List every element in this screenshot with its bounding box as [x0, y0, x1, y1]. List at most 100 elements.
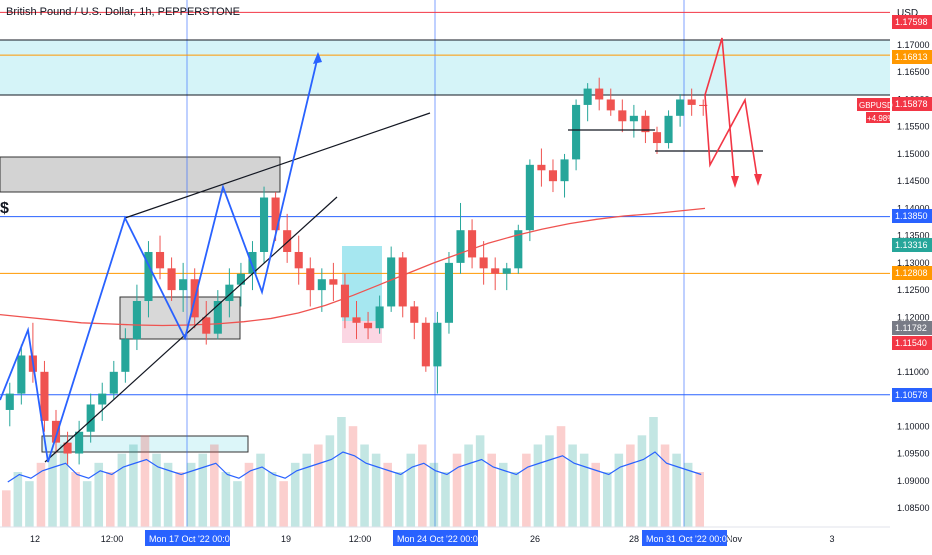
x-tick-label: 26: [530, 534, 540, 544]
candle-body: [514, 230, 523, 269]
x-tick-label: 19: [281, 534, 291, 544]
price-tag-label: 1.13850: [895, 211, 928, 221]
volume-bar: [256, 453, 265, 527]
y-tick-label: 1.13000: [897, 258, 930, 268]
blue-arrow-head: [313, 52, 322, 64]
volume-bar: [371, 453, 381, 527]
y-tick-label: 1.09500: [897, 449, 930, 459]
y-tick-label: 1.16500: [897, 67, 930, 77]
candle-body: [410, 306, 419, 323]
volume-bar: [140, 435, 150, 527]
candle-body: [433, 322, 442, 367]
y-tick-label: 1.14500: [897, 176, 930, 186]
candle-body: [537, 164, 546, 171]
price-tag: [892, 50, 932, 64]
volume-bar: [498, 462, 508, 527]
candle-body: [259, 197, 269, 252]
y-tick-label: 1.13500: [897, 231, 930, 241]
price-tag-label: 1.17598: [895, 17, 928, 27]
symbol-tag-label: GBPUSD: [859, 101, 893, 110]
volume-bar: [48, 453, 57, 527]
price-tag: [892, 97, 932, 111]
y-tick-label: 1.17000: [897, 40, 930, 50]
volume-bar: [2, 490, 11, 527]
x-highlight-label: Mon 17 Oct '22 00:00: [149, 534, 235, 544]
change-tag-label: +4.98%: [867, 114, 894, 123]
candle-body: [456, 230, 465, 263]
candle-body: [109, 371, 118, 394]
volume-bar: [36, 462, 46, 527]
candle-body: [421, 322, 430, 367]
x-tick-label: 28: [629, 534, 639, 544]
demand-zone: [41, 435, 249, 453]
candle-body: [98, 393, 107, 405]
volume-bar: [175, 472, 184, 527]
volume-bar: [683, 462, 693, 527]
volume-bar: [626, 444, 635, 527]
candle-body: [572, 104, 581, 160]
candle-body: [340, 284, 349, 318]
candle-body: [525, 164, 534, 231]
volume-bar: [244, 462, 254, 527]
moving-average-line: [0, 207, 706, 327]
candle-body: [387, 257, 396, 307]
x-highlight-label: Mon 24 Oct '22 00:00: [397, 534, 483, 544]
volume-bar: [360, 444, 369, 527]
x-tick-label: 12:00: [349, 534, 372, 544]
candle-body: [664, 115, 673, 144]
volume-bar: [314, 444, 323, 527]
y-tick-label: 1.15000: [897, 149, 930, 159]
volume-bar: [568, 444, 577, 527]
volume-bar: [233, 481, 242, 527]
volume-bar: [579, 453, 589, 527]
volume-bar: [13, 472, 23, 527]
candle-body: [398, 257, 407, 307]
candle-body: [652, 132, 662, 144]
x-highlight-tag: [393, 530, 478, 546]
volume-bar: [186, 462, 196, 527]
y-tick-label: 1.12000: [897, 312, 930, 322]
blue-projection-path: [0, 55, 319, 463]
resistance-box: [0, 156, 281, 193]
volume-bar: [117, 453, 127, 527]
candle-body: [75, 431, 84, 454]
candle-body: [352, 317, 361, 323]
candle-body: [329, 279, 338, 285]
y-tick-label: 1.15500: [897, 122, 930, 132]
candle-body: [317, 279, 326, 291]
trendline-upper: [124, 112, 431, 219]
x-highlight-label: Mon 31 Oct '22 00:00: [646, 534, 732, 544]
volume-bar: [82, 481, 92, 527]
candle-body: [283, 230, 292, 252]
volume-bar: [302, 453, 312, 527]
volume-bar: [660, 444, 670, 527]
candle-body: [468, 230, 477, 258]
volume-bar: [348, 426, 358, 527]
candle-body: [479, 257, 488, 269]
dollar-mark: $: [0, 200, 9, 217]
red-arrow-head-2: [754, 174, 762, 186]
y-tick-label: 1.08500: [897, 503, 930, 513]
x-highlight-tag: [145, 530, 230, 546]
candle-body: [606, 99, 615, 111]
price-tag-label: 1.13316: [895, 240, 928, 250]
volume-bar: [464, 444, 473, 527]
candle-body: [121, 339, 130, 372]
candle-body: [687, 99, 696, 105]
price-tag-label: 1.11782: [895, 323, 927, 333]
candle-body: [629, 115, 638, 122]
volume-bar: [129, 444, 138, 527]
volume-bar: [591, 462, 600, 527]
change-tag: [866, 112, 890, 123]
volume-bar: [672, 453, 681, 527]
candle-body: [444, 262, 454, 323]
price-tag: [892, 388, 932, 402]
candle-body: [364, 322, 373, 329]
price-tag-label: 1.10578: [895, 390, 928, 400]
symbol-tag: [857, 98, 890, 111]
volume-bar: [452, 453, 462, 527]
volume-bar: [614, 453, 624, 527]
candle-body: [502, 268, 511, 274]
volume-bar: [198, 453, 208, 527]
